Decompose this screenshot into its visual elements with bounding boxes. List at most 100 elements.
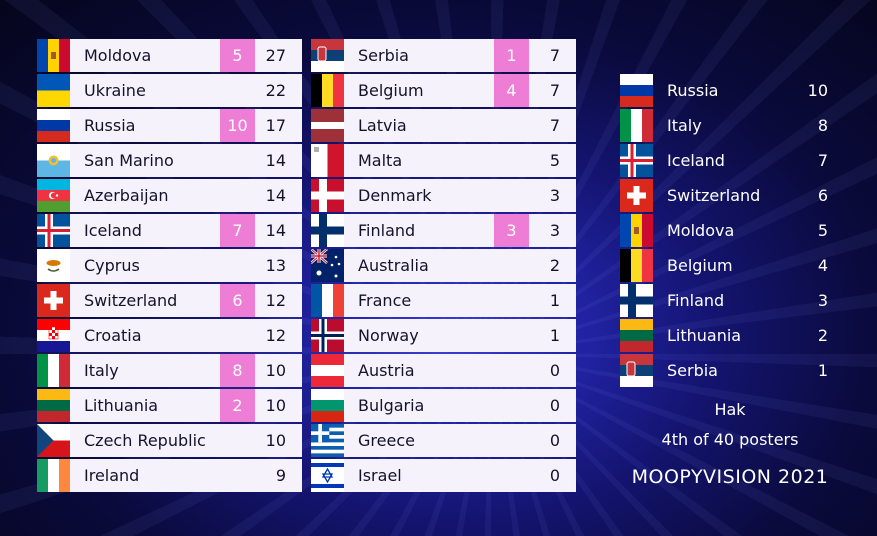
scoreboard-row-italy: Italy 8 10 <box>37 354 302 387</box>
total-points: 0 <box>549 431 560 450</box>
total-points: 7 <box>549 46 560 65</box>
scoreboard-row-denmark: Denmark 3 <box>311 179 576 212</box>
norway-flag-icon <box>311 319 344 352</box>
scoreboard-row-austria: Austria 0 <box>311 354 576 387</box>
country-name: Italy <box>667 116 702 135</box>
received-points-badge <box>220 319 255 352</box>
points-given: 10 <box>807 81 828 100</box>
received-points-badge <box>220 249 255 282</box>
total-points: 10 <box>265 431 286 450</box>
total-points: 1 <box>549 326 560 345</box>
received-points-badge <box>494 284 529 317</box>
total-points: 3 <box>549 221 560 240</box>
points-given: 4 <box>817 256 828 275</box>
country-name: Bulgaria <box>358 396 425 415</box>
contest-brand: MOOPYVISION 2021 <box>631 466 829 488</box>
total-points: 7 <box>549 116 560 135</box>
country-name: Russia <box>667 81 719 100</box>
bulgaria-flag-icon <box>311 389 344 422</box>
received-points-badge: 4 <box>494 74 529 107</box>
points-given-row-finland: Finland 3 <box>620 284 832 317</box>
country-name: Belgium <box>358 81 424 100</box>
country-name: Finland <box>667 291 725 310</box>
moldova-flag-icon <box>37 39 70 72</box>
points-given-row-serbia: Serbia 1 <box>620 354 832 387</box>
country-name: Austria <box>358 361 415 380</box>
finland-flag-icon <box>620 284 653 317</box>
austria-flag-icon <box>311 354 344 387</box>
received-points-badge <box>494 354 529 387</box>
country-name: Ireland <box>84 466 140 485</box>
received-points-badge: 3 <box>494 214 529 247</box>
scoreboard-row-iceland: Iceland 7 14 <box>37 214 302 247</box>
total-points: 1 <box>549 291 560 310</box>
country-name: Lithuania <box>84 396 159 415</box>
country-name: Norway <box>358 326 419 345</box>
total-points: 5 <box>549 151 560 170</box>
scoreboard-row-australia: Australia 2 <box>311 249 576 282</box>
iceland-flag-icon <box>37 214 70 247</box>
scoreboard-left-column: Moldova 5 27 Ukraine 22 Russia 10 17 San Marino 1… <box>37 39 302 494</box>
received-points-badge <box>494 179 529 212</box>
total-points: 22 <box>265 81 286 100</box>
scoreboard-row-greece: Greece 0 <box>311 424 576 457</box>
denmark-flag-icon <box>311 179 344 212</box>
total-points: 27 <box>265 46 286 65</box>
received-points-badge: 2 <box>220 389 255 422</box>
voter-rank: 4th of 40 posters <box>661 430 799 449</box>
received-points-badge <box>494 389 529 422</box>
total-points: 12 <box>265 326 286 345</box>
points-given: 1 <box>817 361 828 380</box>
scoreboard-row-israel: Israel 0 <box>311 459 576 492</box>
scoreboard-row-czech-republic: Czech Republic 10 <box>37 424 302 457</box>
received-points-badge <box>220 459 255 492</box>
serbia-flag-icon <box>620 354 653 387</box>
total-points: 14 <box>265 186 286 205</box>
scoreboard-row-san-marino: San Marino 14 <box>37 144 302 177</box>
scoreboard-row-croatia: Croatia 12 <box>37 319 302 352</box>
scoreboard-row-malta: Malta 5 <box>311 144 576 177</box>
country-name: Russia <box>84 116 136 135</box>
greece-flag-icon <box>311 424 344 457</box>
scoreboard-row-serbia: Serbia 1 7 <box>311 39 576 72</box>
total-points: 0 <box>549 361 560 380</box>
country-name: Serbia <box>667 361 718 380</box>
total-points: 13 <box>265 256 286 275</box>
san-marino-flag-icon <box>37 144 70 177</box>
scoreboard-row-ukraine: Ukraine 22 <box>37 74 302 107</box>
italy-flag-icon <box>37 354 70 387</box>
scoreboard-row-norway: Norway 1 <box>311 319 576 352</box>
total-points: 3 <box>549 186 560 205</box>
country-name: Italy <box>84 361 119 380</box>
points-given-row-switzerland: Switzerland 6 <box>620 179 832 212</box>
scoreboard-row-moldova: Moldova 5 27 <box>37 39 302 72</box>
czech-flag-icon <box>37 424 70 457</box>
france-flag-icon <box>311 284 344 317</box>
country-name: San Marino <box>84 151 174 170</box>
points-given: 6 <box>817 186 828 205</box>
country-name: Moldova <box>667 221 735 240</box>
received-points-badge: 7 <box>220 214 255 247</box>
country-name: Greece <box>358 431 415 450</box>
points-given-row-moldova: Moldova 5 <box>620 214 832 247</box>
points-given-row-lithuania: Lithuania 2 <box>620 319 832 352</box>
country-name: Belgium <box>667 256 733 275</box>
scoreboard-row-cyprus: Cyprus 13 <box>37 249 302 282</box>
country-name: Malta <box>358 151 403 170</box>
total-points: 10 <box>265 396 286 415</box>
received-points-badge <box>220 424 255 457</box>
country-name: Switzerland <box>667 186 761 205</box>
scoreboard-row-switzerland: Switzerland 6 12 <box>37 284 302 317</box>
points-given: 5 <box>817 221 828 240</box>
points-given: 3 <box>817 291 828 310</box>
ukraine-flag-icon <box>37 74 70 107</box>
total-points: 9 <box>275 466 286 485</box>
total-points: 14 <box>265 151 286 170</box>
country-name: Iceland <box>84 221 142 240</box>
malta-flag-icon <box>311 144 344 177</box>
points-given: 2 <box>817 326 828 345</box>
serbia-flag-icon <box>311 39 344 72</box>
country-name: Lithuania <box>667 326 742 345</box>
scoreboard-row-ireland: Ireland 9 <box>37 459 302 492</box>
points-given-row-iceland: Iceland 7 <box>620 144 832 177</box>
